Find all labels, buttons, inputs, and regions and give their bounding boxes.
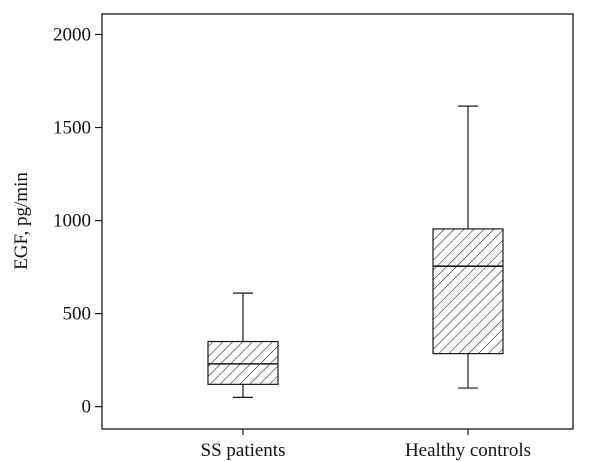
y-tick-label-0: 0 (82, 397, 92, 418)
plot-frame (101, 13, 574, 430)
boxes-layer (207, 105, 504, 398)
y-axis: 0 500 1000 1500 2000 (53, 24, 102, 418)
box-1 (432, 105, 504, 389)
y-tick-label-1000: 1000 (53, 211, 91, 232)
x-tick-label-0: SS patients (201, 440, 286, 461)
y-axis-title: EGF, pg/min (11, 172, 32, 270)
y-tick-label-1500: 1500 (53, 118, 91, 139)
x-tick-label-1: Healthy controls (405, 440, 531, 461)
iqr-box-1 (432, 228, 504, 355)
box-0 (207, 292, 279, 398)
y-tick-label-2000: 2000 (53, 24, 91, 45)
x-axis: SS patients Healthy controls (201, 429, 531, 461)
iqr-box-0 (207, 340, 279, 385)
y-tick-label-500: 500 (63, 304, 92, 325)
